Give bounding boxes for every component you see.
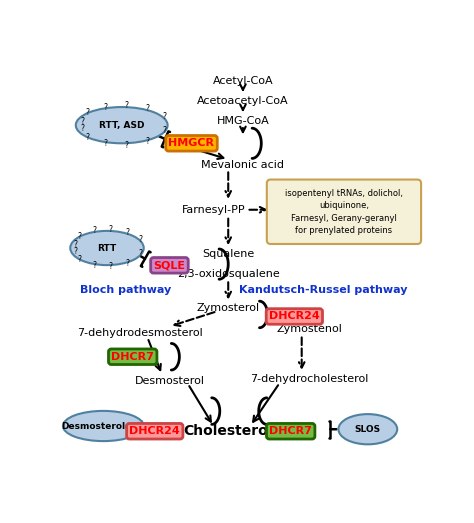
Text: ?: ? — [77, 256, 82, 265]
Text: HMGCR: HMGCR — [168, 138, 215, 149]
Text: ?: ? — [162, 111, 166, 121]
Text: ?: ? — [125, 228, 129, 237]
Text: SLOS: SLOS — [355, 425, 381, 434]
Text: ?: ? — [145, 137, 149, 146]
Text: Zymostenol: Zymostenol — [276, 324, 342, 334]
Text: Zymosterol: Zymosterol — [197, 303, 260, 313]
Text: ?: ? — [104, 103, 108, 111]
Text: ?: ? — [77, 232, 82, 241]
Ellipse shape — [76, 107, 168, 143]
Text: ?: ? — [85, 108, 89, 117]
Text: Bloch pathway: Bloch pathway — [80, 285, 171, 295]
Text: ?: ? — [124, 141, 128, 150]
Text: Farnesyl-PP: Farnesyl-PP — [182, 204, 246, 215]
Text: DHCR7: DHCR7 — [111, 352, 154, 362]
Text: ?: ? — [92, 226, 96, 235]
Ellipse shape — [338, 414, 397, 445]
Ellipse shape — [70, 231, 144, 265]
Text: ?: ? — [74, 240, 78, 249]
Ellipse shape — [63, 411, 144, 441]
Text: ?: ? — [74, 247, 78, 256]
Text: Desmosterolosis: Desmosterolosis — [61, 422, 146, 430]
Text: ?: ? — [145, 105, 149, 113]
Text: ?: ? — [139, 235, 143, 244]
Text: DHCR24: DHCR24 — [129, 426, 180, 436]
Text: ?: ? — [124, 101, 128, 110]
Text: Squalene: Squalene — [202, 249, 255, 259]
Text: ?: ? — [109, 263, 113, 271]
Text: Kandutsch-Russel pathway: Kandutsch-Russel pathway — [239, 285, 408, 295]
Text: DHCR24: DHCR24 — [269, 312, 320, 322]
Text: ?: ? — [92, 260, 96, 270]
Text: RTT: RTT — [97, 244, 117, 253]
Text: 7-dehydrocholesterol: 7-dehydrocholesterol — [250, 374, 368, 384]
Text: Desmosterol: Desmosterol — [135, 376, 204, 386]
Text: 2,3-oxidosqualene: 2,3-oxidosqualene — [177, 269, 280, 279]
Text: isopentenyl tRNAs, dolichol,
ubiquinone,
Farnesyl, Gerany-geranyl
for prenylated: isopentenyl tRNAs, dolichol, ubiquinone,… — [285, 188, 403, 235]
Text: RTT, ASD: RTT, ASD — [99, 121, 145, 130]
Text: Mevalonic acid: Mevalonic acid — [201, 161, 284, 170]
Text: ?: ? — [81, 124, 85, 133]
Text: ?: ? — [85, 133, 89, 142]
Text: 7-dehydrodesmosterol: 7-dehydrodesmosterol — [77, 327, 203, 337]
Text: DHCR7: DHCR7 — [269, 426, 312, 436]
Text: Acetyl-CoA: Acetyl-CoA — [213, 76, 273, 86]
Text: Acetoacetyl-CoA: Acetoacetyl-CoA — [197, 96, 289, 106]
FancyBboxPatch shape — [267, 179, 421, 244]
Text: Cholesterol: Cholesterol — [183, 424, 273, 438]
Text: ?: ? — [81, 117, 85, 126]
Text: SQLE: SQLE — [154, 260, 185, 270]
Text: ?: ? — [125, 259, 129, 268]
Text: HMG-CoA: HMG-CoA — [217, 116, 269, 126]
Text: ?: ? — [162, 126, 166, 135]
Text: ?: ? — [104, 139, 108, 148]
Text: ?: ? — [109, 225, 113, 234]
Text: ?: ? — [139, 248, 143, 258]
